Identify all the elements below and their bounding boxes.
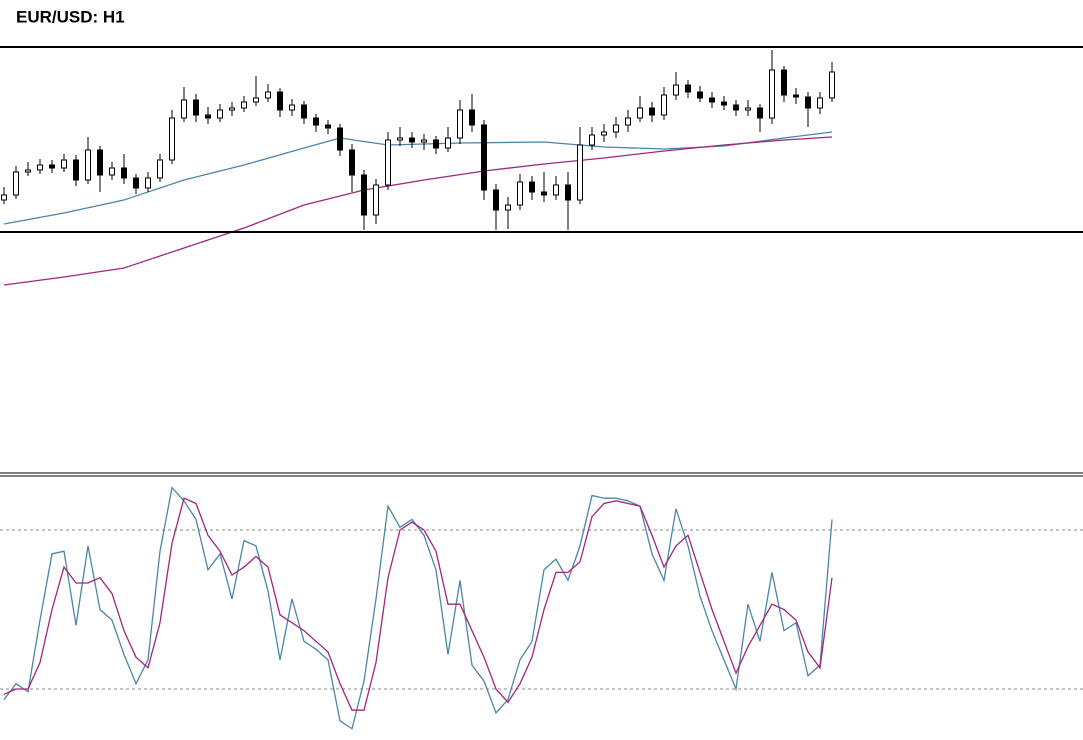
- candle-body: [553, 184, 559, 196]
- candle-body: [241, 101, 247, 109]
- candle-body: [13, 171, 19, 196]
- candle-body: [625, 117, 631, 126]
- candle-body: [565, 184, 571, 201]
- candle-body: [157, 159, 163, 179]
- candle-body: [169, 117, 175, 161]
- indicator-line: [3, 136, 833, 286]
- candle-body: [121, 167, 127, 179]
- candle-body: [757, 107, 763, 119]
- candle-body: [265, 91, 271, 99]
- candle-body: [73, 159, 79, 181]
- candle-body: [109, 167, 115, 176]
- candle-body: [637, 107, 643, 119]
- candle-body: [361, 174, 367, 216]
- candle-body: [409, 137, 415, 143]
- candle-body: [181, 99, 187, 119]
- indicator-line: [3, 497, 833, 711]
- candle-body: [205, 114, 211, 119]
- candle-body: [577, 144, 583, 201]
- candle-body: [709, 97, 715, 103]
- candle-body: [193, 99, 199, 116]
- candle-body: [25, 169, 31, 173]
- candle-body: [601, 131, 607, 136]
- candle-body: [817, 97, 823, 109]
- candle-body: [61, 159, 67, 169]
- candle-body: [397, 137, 403, 141]
- candle-body: [337, 127, 343, 151]
- candle-body: [289, 104, 295, 111]
- candle-body: [325, 124, 331, 129]
- candle-body: [793, 94, 799, 98]
- candle-body: [421, 139, 427, 143]
- candle-body: [829, 71, 835, 99]
- candle-body: [229, 107, 235, 111]
- candle-body: [49, 164, 55, 169]
- candle-body: [589, 134, 595, 146]
- candle-body: [349, 149, 355, 176]
- candle-body: [541, 191, 547, 196]
- candle-body: [493, 189, 499, 211]
- candle-body: [277, 91, 283, 111]
- candle-body: [721, 101, 727, 106]
- candle-body: [313, 117, 319, 126]
- candle-body: [769, 69, 775, 119]
- candle-body: [673, 84, 679, 96]
- candle-body: [481, 124, 487, 191]
- candle-body: [1, 194, 7, 201]
- candle-body: [85, 149, 91, 181]
- candle-body: [145, 177, 151, 189]
- candle-body: [37, 164, 43, 171]
- candle-body: [517, 181, 523, 206]
- candle-body: [733, 104, 739, 111]
- candle-body: [385, 139, 391, 186]
- candle-body: [781, 69, 787, 96]
- candle-body: [613, 124, 619, 133]
- candle-body: [253, 97, 259, 103]
- candle-body: [745, 107, 751, 111]
- candle-body: [457, 109, 463, 139]
- candle-body: [805, 96, 811, 109]
- candle-body: [469, 109, 475, 126]
- candle-body: [97, 149, 103, 176]
- indicator-line: [3, 486, 833, 730]
- candle-body: [505, 204, 511, 211]
- indicator-line: [3, 131, 833, 225]
- candle-body: [301, 104, 307, 119]
- candle-body: [661, 94, 667, 116]
- candle-body: [445, 137, 451, 149]
- candle-body: [529, 181, 535, 193]
- chart-title: EUR/USD: H1: [16, 7, 125, 26]
- candle-body: [685, 84, 691, 93]
- candle-body: [217, 109, 223, 119]
- candle-body: [697, 91, 703, 99]
- candle-body: [373, 184, 379, 216]
- candle-body: [133, 177, 139, 189]
- candle-body: [649, 107, 655, 116]
- candle-body: [433, 139, 439, 149]
